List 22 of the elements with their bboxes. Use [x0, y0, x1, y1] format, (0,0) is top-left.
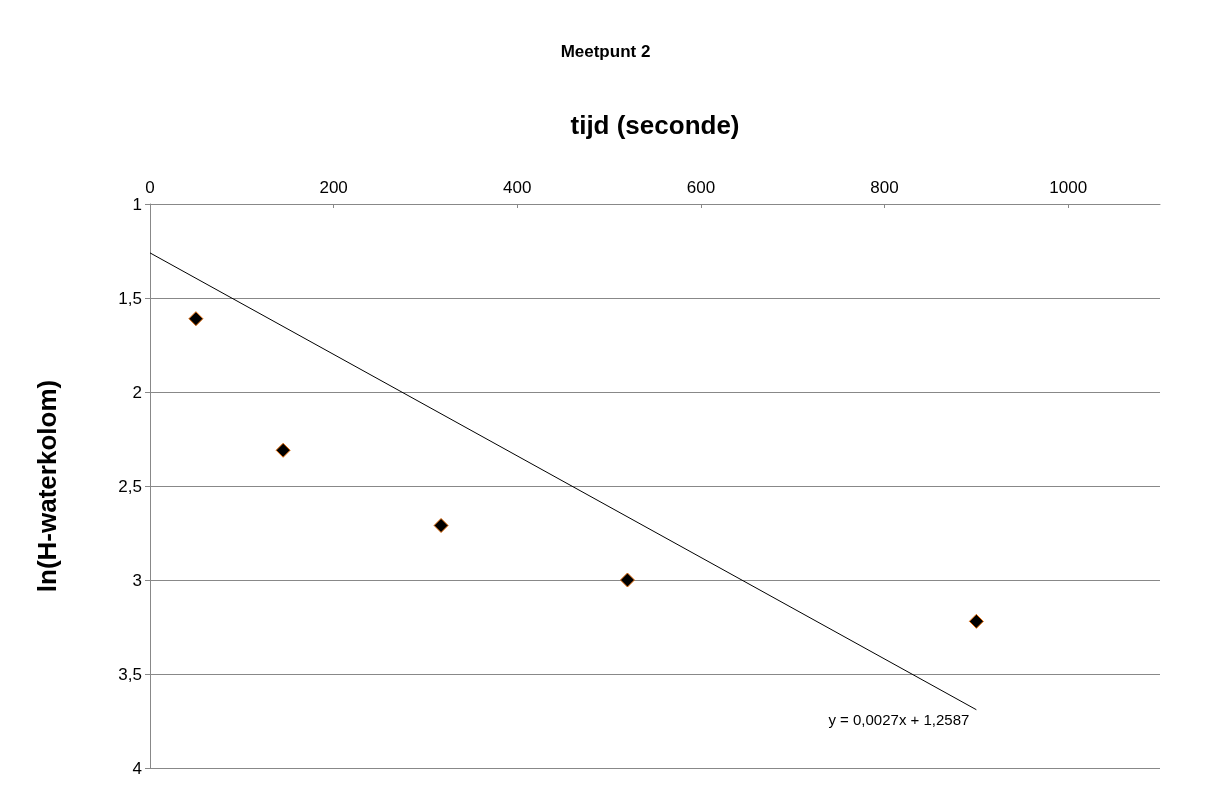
- chart-title: Meetpunt 2: [560, 42, 651, 61]
- x-axis-title: tijd (seconde): [570, 110, 740, 140]
- x-tick-label: 400: [503, 178, 532, 197]
- y-axis-title: ln(H-waterkolom): [32, 379, 62, 593]
- x-tick-label: 800: [870, 178, 899, 197]
- x-tick-label: 600: [686, 178, 716, 197]
- point: [619, 572, 635, 588]
- point: [968, 613, 984, 629]
- y-tick-label: 3: [132, 570, 142, 590]
- y-tick-label: 1: [132, 194, 142, 214]
- y-tick-label: 2: [132, 382, 142, 402]
- point: [275, 442, 291, 458]
- point: [433, 517, 449, 533]
- point: [188, 311, 204, 327]
- x-tick-label: 1000: [1049, 178, 1088, 197]
- x-tick-label: 0: [145, 178, 155, 197]
- y-tick-label: 4: [132, 758, 142, 778]
- y-tick-label: 1,5: [118, 288, 142, 308]
- y-tick-label: 3,5: [118, 664, 142, 684]
- y-tick-label: 2,5: [118, 476, 142, 496]
- annotation: y = 0,0027x + 1,2587: [828, 711, 970, 729]
- x-tick-label: 200: [319, 178, 348, 197]
